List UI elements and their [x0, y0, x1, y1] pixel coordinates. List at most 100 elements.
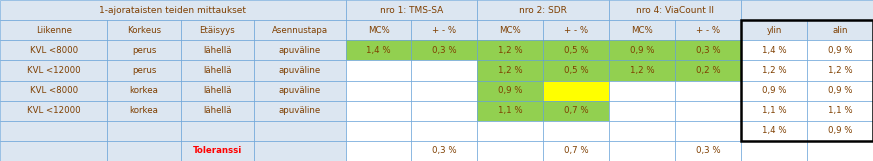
Text: 1,2 %: 1,2 %	[828, 66, 852, 75]
Text: Toleranssi: Toleranssi	[193, 147, 242, 155]
Bar	[675, 60, 741, 80]
Bar	[741, 80, 807, 101]
Text: MC%: MC%	[368, 26, 389, 35]
Bar	[254, 121, 346, 141]
Bar	[411, 141, 478, 161]
Text: Etäisyys: Etäisyys	[199, 26, 235, 35]
Text: 1,4 %: 1,4 %	[762, 126, 787, 135]
Bar	[0, 101, 107, 121]
Text: 1,4 %: 1,4 %	[762, 46, 787, 55]
Text: Korkeus: Korkeus	[127, 26, 162, 35]
Bar	[254, 80, 346, 101]
Bar	[675, 20, 741, 40]
Text: perus: perus	[132, 66, 156, 75]
Text: ylin: ylin	[766, 26, 782, 35]
Bar	[346, 141, 411, 161]
Bar	[0, 141, 107, 161]
Text: apuväline: apuväline	[278, 106, 321, 115]
Bar	[107, 40, 181, 60]
Bar	[609, 80, 675, 101]
Bar	[346, 40, 411, 60]
Bar	[478, 80, 543, 101]
Bar	[411, 121, 478, 141]
Bar	[609, 101, 675, 121]
Text: 0,3 %: 0,3 %	[696, 46, 720, 55]
Bar	[107, 20, 181, 40]
Bar	[675, 141, 741, 161]
Text: 1,1 %: 1,1 %	[762, 106, 787, 115]
Text: 0,5 %: 0,5 %	[564, 66, 588, 75]
Text: 0,9 %: 0,9 %	[828, 126, 852, 135]
Bar	[254, 60, 346, 80]
Bar	[609, 0, 741, 20]
Bar	[741, 121, 807, 141]
Bar	[478, 101, 543, 121]
Bar	[107, 80, 181, 101]
Text: KVL <8000: KVL <8000	[30, 86, 78, 95]
Text: nro 1: TMS-SA: nro 1: TMS-SA	[380, 6, 443, 14]
Text: nro 2: SDR: nro 2: SDR	[519, 6, 567, 14]
Bar	[543, 141, 609, 161]
Bar	[609, 141, 675, 161]
Text: alin: alin	[832, 26, 848, 35]
Bar	[741, 0, 873, 20]
Text: lähellä: lähellä	[203, 66, 231, 75]
Text: 1-ajorataisten teiden mittaukset: 1-ajorataisten teiden mittaukset	[100, 6, 246, 14]
Text: 1,1 %: 1,1 %	[498, 106, 523, 115]
Bar	[181, 40, 254, 60]
Bar	[807, 20, 873, 40]
Text: korkea: korkea	[129, 86, 159, 95]
Bar	[346, 0, 478, 20]
Bar	[741, 40, 807, 60]
Bar	[0, 80, 107, 101]
Bar	[107, 141, 181, 161]
Text: 0,9 %: 0,9 %	[498, 86, 523, 95]
Bar	[346, 101, 411, 121]
Bar	[478, 121, 543, 141]
Bar	[346, 60, 411, 80]
Bar	[0, 121, 107, 141]
Text: KVL <12000: KVL <12000	[27, 106, 80, 115]
Bar	[478, 40, 543, 60]
Text: 0,9 %: 0,9 %	[762, 86, 787, 95]
Bar	[107, 60, 181, 80]
Text: lähellä: lähellä	[203, 46, 231, 55]
Bar	[675, 101, 741, 121]
Text: 1,2 %: 1,2 %	[498, 46, 523, 55]
Bar	[609, 60, 675, 80]
Text: perus: perus	[132, 46, 156, 55]
Text: 0,9 %: 0,9 %	[630, 46, 655, 55]
Bar	[181, 80, 254, 101]
Bar	[411, 20, 478, 40]
Text: + - %: + - %	[696, 26, 720, 35]
Bar	[543, 20, 609, 40]
Bar	[543, 60, 609, 80]
Bar	[254, 20, 346, 40]
Text: MC%: MC%	[631, 26, 653, 35]
Text: apuväline: apuväline	[278, 86, 321, 95]
Text: Asennustapa: Asennustapa	[272, 26, 328, 35]
Text: MC%: MC%	[499, 26, 521, 35]
Text: + - %: + - %	[564, 26, 588, 35]
Bar	[478, 60, 543, 80]
Text: 0,7 %: 0,7 %	[564, 106, 588, 115]
Text: 0,7 %: 0,7 %	[564, 147, 588, 155]
Text: KVL <12000: KVL <12000	[27, 66, 80, 75]
Bar	[411, 40, 478, 60]
Bar	[807, 101, 873, 121]
Text: 1,1 %: 1,1 %	[828, 106, 852, 115]
Bar	[346, 80, 411, 101]
Bar	[675, 40, 741, 60]
Text: lähellä: lähellä	[203, 106, 231, 115]
Bar	[0, 40, 107, 60]
Bar	[181, 101, 254, 121]
Bar	[411, 60, 478, 80]
Text: apuväline: apuväline	[278, 66, 321, 75]
Bar	[609, 20, 675, 40]
Bar	[181, 141, 254, 161]
Bar	[181, 121, 254, 141]
Text: KVL <8000: KVL <8000	[30, 46, 78, 55]
Text: + - %: + - %	[432, 26, 457, 35]
Text: apuväline: apuväline	[278, 46, 321, 55]
Bar	[478, 20, 543, 40]
